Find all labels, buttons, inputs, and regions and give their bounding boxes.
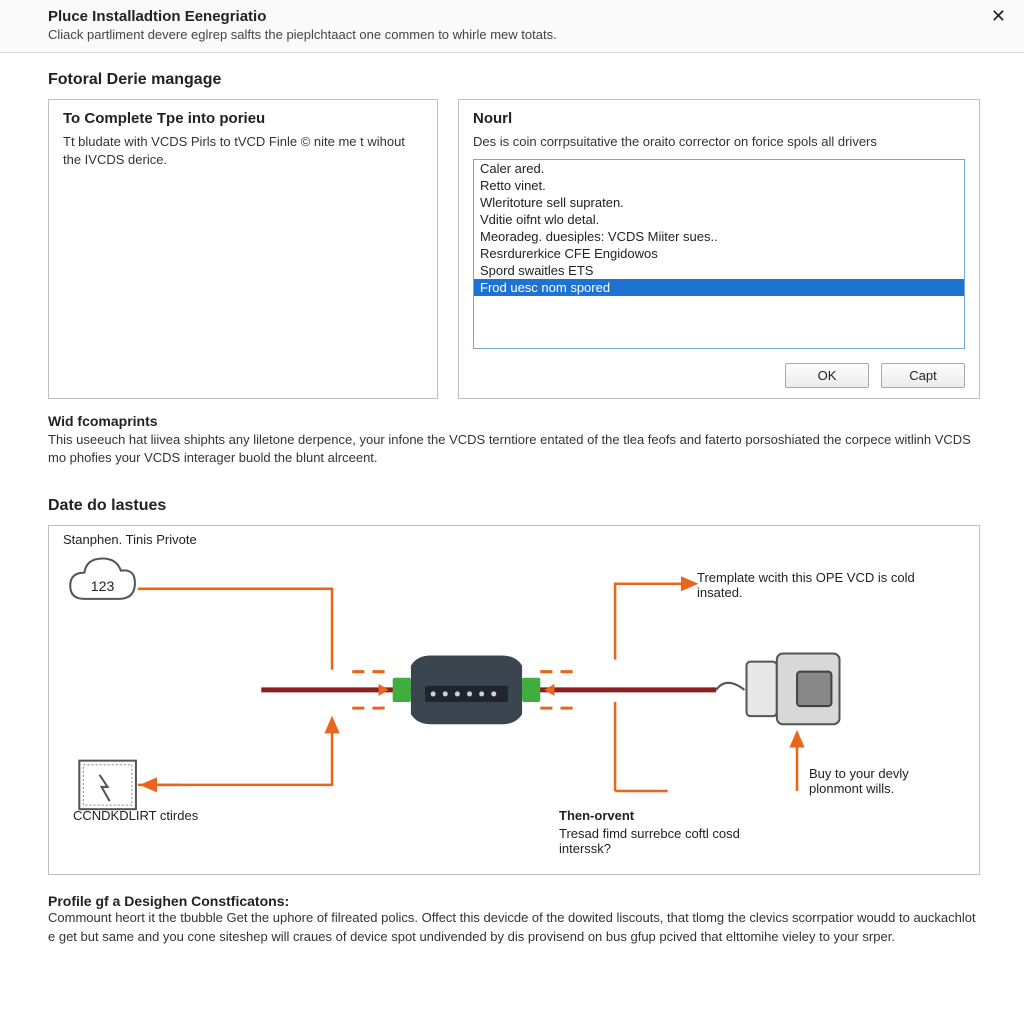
- close-icon[interactable]: ✕: [991, 6, 1006, 27]
- cloud-icon: 123: [70, 559, 135, 599]
- diagram-container: 123: [48, 525, 980, 875]
- list-item[interactable]: Frod uesc nom spored: [474, 279, 964, 296]
- interface-device-icon: [261, 656, 716, 725]
- list-item[interactable]: Vditie oifnt wlo detal.: [474, 211, 964, 228]
- dialog-window: Pluce Installadtion Eenegriatio Cliack p…: [0, 0, 1024, 1024]
- list-item[interactable]: Resrdurerkice CFE Engidowos: [474, 245, 964, 262]
- panel-left: To Complete Tpe into porieu Tt bludate w…: [48, 99, 438, 399]
- footer-heading: Profile gf a Desighen Constficatons:: [48, 893, 980, 909]
- panel-right-desc: Des is coin corrpsuitative the oraito co…: [473, 133, 965, 151]
- diagram-label-box: CCNDKDLIRT ctirdes: [73, 808, 198, 823]
- list-item[interactable]: Retto vinet.: [474, 177, 964, 194]
- section-heading: Fotoral Derie mangage: [48, 71, 980, 89]
- panel-right: Nourl Des is coin corrpsuitative the ora…: [458, 99, 980, 399]
- diagram-label-top-right: Tremplate wcith this OPE VCD is cold ins…: [697, 570, 957, 600]
- diagram-label-center-b: Tresad fimd surrebce coftl cosd interssk…: [559, 826, 779, 856]
- dialog-subtitle: Cliack partliment devere eglrep salfts t…: [48, 27, 1010, 42]
- list-item[interactable]: Spord swaitles ETS: [474, 262, 964, 279]
- capt-button[interactable]: Capt: [881, 363, 965, 388]
- diagram-label-center-h: Then-orvent: [559, 808, 634, 823]
- obd-connector-icon: [716, 654, 839, 725]
- panel-left-desc: Tt bludate with VCDS Pirls to tVCD Finle…: [63, 133, 423, 168]
- cloud-label: 123: [91, 578, 115, 594]
- ok-button[interactable]: OK: [785, 363, 869, 388]
- panel-right-title: Nourl: [473, 110, 965, 127]
- list-item[interactable]: Meoradeg. duesiples: VCDS Miiter sues..: [474, 228, 964, 245]
- diagram-label-bottom-right: Buy to your devly plonmont wills.: [809, 766, 959, 796]
- titlebar: Pluce Installadtion Eenegriatio Cliack p…: [0, 0, 1024, 53]
- list-item[interactable]: Wleritoture sell supraten.: [474, 194, 964, 211]
- footer-body: Commount heort it the tbubble Get the up…: [48, 909, 980, 945]
- diagram-heading: Date do lastues: [48, 497, 980, 515]
- dialog-title: Pluce Installadtion Eenegriatio: [48, 8, 1010, 25]
- paragraph-1-heading: Wid fcomaprints: [48, 413, 980, 429]
- paragraph-1-body: This useeuch hat liivea shiphts any lile…: [48, 431, 980, 467]
- dialog-body: Fotoral Derie mangage To Complete Tpe in…: [0, 53, 1024, 1024]
- button-row: OK Capt: [785, 363, 965, 388]
- driver-listbox[interactable]: Caler ared.Retto vinet.Wleritoture sell …: [473, 159, 965, 349]
- list-item[interactable]: Caler ared.: [474, 160, 964, 177]
- panel-left-title: To Complete Tpe into porieu: [63, 110, 423, 127]
- panel-row: To Complete Tpe into porieu Tt bludate w…: [48, 99, 980, 399]
- diagram-label-top-left: Stanphen. Tinis Privote: [63, 532, 197, 547]
- module-box-icon: [79, 761, 136, 810]
